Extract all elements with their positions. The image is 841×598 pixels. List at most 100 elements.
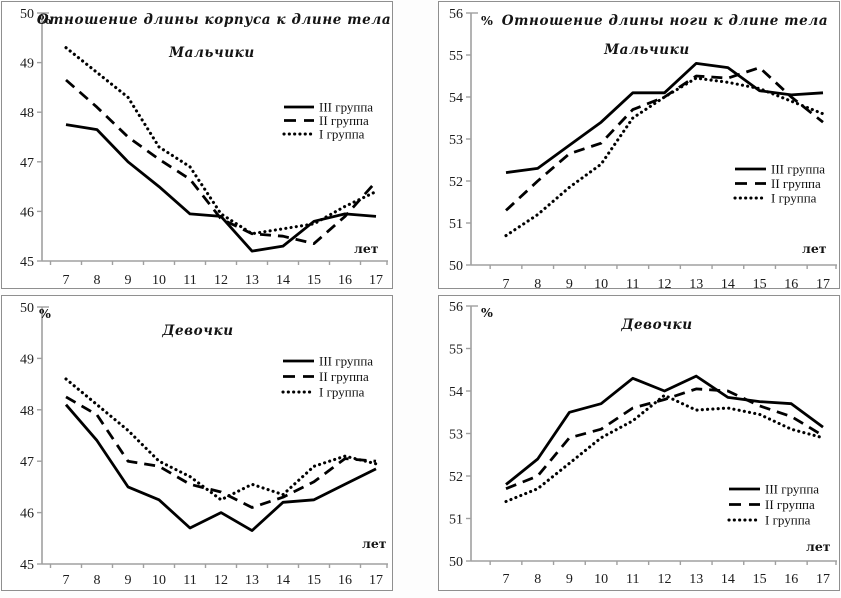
- x-tick-label: 17: [816, 277, 830, 288]
- y-tick-label: 54: [449, 91, 463, 106]
- chart-leg-ratio-girls: 50 51 52 53 54 55 56 7 8 9 10 11 12 13 14 15 16 17% лет Дев…: [449, 300, 837, 587]
- x-tick-label: 16: [338, 273, 352, 288]
- y-tick-label: 54: [449, 385, 463, 400]
- x-tick-label: 14: [721, 572, 735, 587]
- legend-label-ii-gruppa: II группа: [319, 113, 369, 128]
- x-tick-label: 9: [125, 573, 132, 588]
- years-unit-label: лет: [806, 539, 831, 554]
- chart-subtitle: Девочки: [161, 323, 233, 339]
- x-tick-label: 10: [152, 573, 166, 588]
- x-tick-label: 13: [689, 572, 703, 587]
- percent-unit-label: %: [481, 13, 493, 28]
- legend-label-i-gruppa: I группа: [765, 513, 811, 528]
- x-tick-label: 13: [245, 273, 259, 288]
- x-tick-label: 15: [307, 273, 321, 288]
- x-tick-label: 11: [183, 573, 196, 588]
- legend-label-iii-gruppa: III группа: [319, 100, 373, 115]
- y-tick-label: 49: [20, 352, 34, 367]
- legend-label-i-gruppa: I группа: [771, 191, 817, 206]
- y-tick-label: 46: [20, 205, 34, 220]
- x-tick-label: 15: [753, 572, 767, 587]
- years-unit-label: лет: [354, 241, 379, 256]
- y-tick-label: 55: [449, 49, 463, 64]
- x-tick-label: 12: [658, 572, 672, 587]
- x-tick-label: 15: [753, 277, 767, 288]
- y-tick-label: 50: [449, 259, 463, 274]
- x-tick-label: 13: [245, 573, 259, 588]
- y-tick-label: 48: [20, 106, 34, 121]
- x-tick-label: 16: [338, 573, 352, 588]
- series-line-i-gruppa: [504, 76, 825, 238]
- legend-label-i-gruppa: I группа: [319, 385, 365, 400]
- x-tick-label: 11: [626, 277, 639, 288]
- panel-body-ratio-boys: 45 46 47 48 49 50 7 8 9 10 11 12 13 14 15 16 17% лет Отнош…: [1, 1, 393, 289]
- y-tick-label: 56: [449, 7, 463, 22]
- y-tick-label: 48: [20, 404, 34, 419]
- x-tick-label: 16: [784, 277, 798, 288]
- series-line-ii-gruppa: [65, 395, 377, 509]
- y-tick-label: 50: [20, 7, 34, 22]
- y-tick-label: 50: [449, 555, 463, 570]
- y-tick-label: 52: [449, 470, 463, 485]
- x-tick-label: 8: [94, 573, 101, 588]
- y-tick-label: 46: [20, 507, 34, 522]
- y-tick-label: 53: [449, 428, 463, 443]
- percent-unit-label: %: [39, 12, 51, 27]
- x-tick-label: 10: [594, 277, 608, 288]
- x-tick-label: 7: [503, 277, 510, 288]
- x-tick-label: 10: [152, 273, 166, 288]
- chart-leg-ratio-boys: 50 51 52 53 54 55 56 7 8 9 10 11 12 13 14 15 16 17% лет Отн…: [449, 7, 837, 288]
- chart-subtitle: Мальчики: [603, 42, 690, 58]
- x-tick-label: 13: [689, 277, 703, 288]
- panel-leg-ratio-boys: 50 51 52 53 54 55 56 7 8 9 10 11 12 13 14 15 16 17% лет Отн…: [438, 1, 840, 289]
- legend-label-ii-gruppa: II группа: [765, 497, 815, 512]
- legend-label-ii-gruppa: II группа: [319, 369, 369, 384]
- series-line-iii-gruppa: [65, 123, 377, 253]
- x-tick-label: 12: [658, 277, 672, 288]
- series-line-ii-gruppa: [505, 387, 824, 490]
- panel-leg-ratio-girls: 50 51 52 53 54 55 56 7 8 9 10 11 12 13 14 15 16 17% лет Дев…: [438, 295, 840, 591]
- legend-label-iii-gruppa: III группа: [771, 162, 825, 177]
- x-tick-label: 8: [534, 572, 541, 587]
- x-tick-label: 17: [369, 273, 383, 288]
- years-unit-label: лет: [362, 536, 387, 551]
- chart-subtitle: Мальчики: [168, 45, 255, 61]
- chart-title: Отношение длины ноги к длине тела: [502, 13, 828, 29]
- y-tick-label: 53: [449, 133, 463, 148]
- x-tick-label: 7: [503, 572, 510, 587]
- x-tick-label: 15: [307, 573, 321, 588]
- series-line-i-gruppa: [64, 377, 378, 502]
- chart-subtitle: Девочки: [620, 317, 692, 333]
- x-tick-label: 14: [276, 573, 290, 588]
- y-tick-label: 49: [20, 57, 34, 72]
- years-unit-label: лет: [802, 241, 827, 256]
- panel-body-ratio-girls: 45 46 47 48 49 50 7 8 9 10 11 12 13 14 15 16 17% лет Девоч…: [1, 295, 393, 591]
- legend-label-i-gruppa: I группа: [319, 127, 365, 142]
- x-tick-label: 11: [626, 572, 639, 587]
- y-tick-label: 47: [20, 455, 34, 470]
- x-tick-label: 16: [784, 572, 798, 587]
- y-tick-label: 50: [20, 301, 34, 316]
- y-tick-label: 51: [449, 217, 463, 232]
- legend-label-iii-gruppa: III группа: [765, 482, 819, 497]
- y-tick-label: 56: [449, 300, 463, 315]
- chart-body-ratio-boys: 45 46 47 48 49 50 7 8 9 10 11 12 13 14 15 16 17% лет Отнош…: [20, 7, 391, 288]
- x-tick-label: 14: [721, 277, 735, 288]
- series-line-iii-gruppa: [64, 403, 377, 533]
- x-tick-label: 14: [276, 273, 290, 288]
- x-tick-label: 10: [594, 572, 608, 587]
- series-line-i-gruppa: [504, 393, 825, 504]
- x-tick-label: 9: [566, 572, 573, 587]
- percent-unit-label: %: [39, 306, 51, 321]
- x-tick-label: 17: [369, 573, 383, 588]
- percent-unit-label: %: [481, 305, 493, 320]
- x-tick-label: 9: [125, 273, 132, 288]
- x-tick-label: 12: [214, 573, 228, 588]
- x-tick-label: 11: [183, 273, 196, 288]
- y-tick-label: 47: [20, 156, 34, 171]
- x-tick-label: 7: [63, 273, 70, 288]
- chart-title: Отношение длины корпуса к длине тела: [37, 12, 391, 28]
- x-tick-label: 17: [816, 572, 830, 587]
- legend-label-ii-gruppa: II группа: [771, 176, 821, 191]
